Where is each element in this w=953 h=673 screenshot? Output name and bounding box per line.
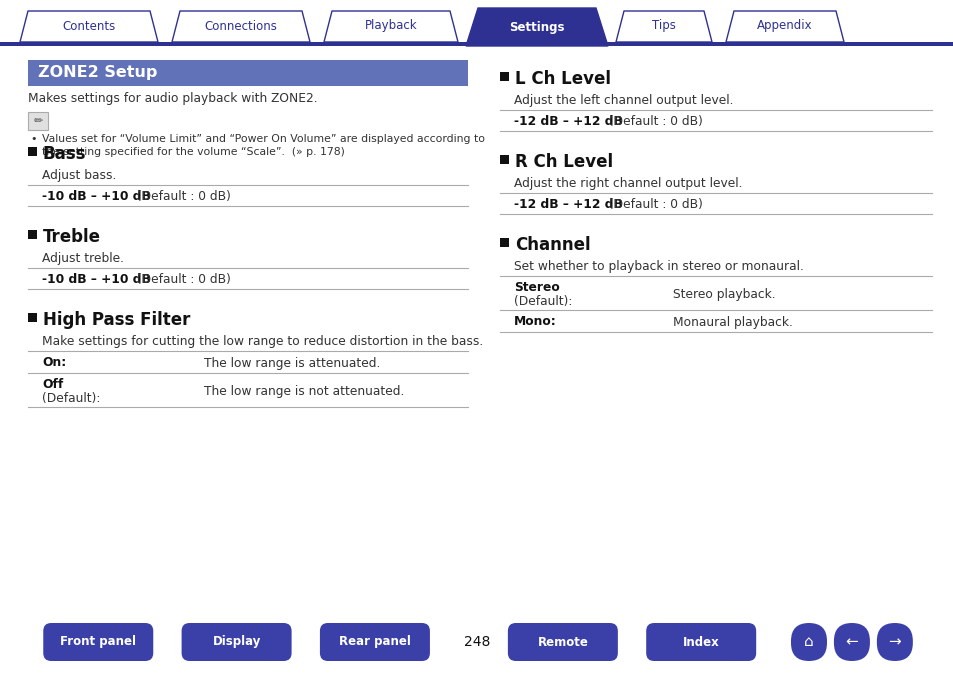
Text: ⌂: ⌂ <box>803 635 813 649</box>
Text: Index: Index <box>682 635 719 649</box>
Polygon shape <box>20 11 158 42</box>
Text: Display: Display <box>213 635 260 649</box>
Bar <box>28 112 48 130</box>
Text: Channel: Channel <box>515 236 590 254</box>
Text: L Ch Level: L Ch Level <box>515 70 610 88</box>
Text: Connections: Connections <box>204 20 277 32</box>
Text: Settings: Settings <box>509 20 564 34</box>
Text: Rear panel: Rear panel <box>338 635 411 649</box>
Bar <box>28 230 37 239</box>
Text: Monaural playback.: Monaural playback. <box>672 316 792 329</box>
Text: Adjust the left channel output level.: Adjust the left channel output level. <box>514 94 733 107</box>
Text: -12 dB – +12 dB: -12 dB – +12 dB <box>514 115 622 128</box>
Text: (Default):: (Default): <box>514 295 572 308</box>
Bar <box>499 72 509 81</box>
Text: Makes settings for audio playback with ZONE2.: Makes settings for audio playback with Z… <box>28 92 317 105</box>
FancyBboxPatch shape <box>833 623 869 661</box>
Text: Remote: Remote <box>537 635 588 649</box>
FancyBboxPatch shape <box>43 623 153 661</box>
Bar <box>499 155 509 164</box>
Text: Set whether to playback in stereo or monaural.: Set whether to playback in stereo or mon… <box>514 260 803 273</box>
Text: Tips: Tips <box>652 20 676 32</box>
Text: Adjust treble.: Adjust treble. <box>42 252 124 265</box>
Polygon shape <box>725 11 843 42</box>
Text: (Default):: (Default): <box>42 392 100 405</box>
Text: Make settings for cutting the low range to reduce distortion in the bass.: Make settings for cutting the low range … <box>42 335 483 348</box>
Text: Adjust the right channel output level.: Adjust the right channel output level. <box>514 177 741 190</box>
Text: Adjust bass.: Adjust bass. <box>42 169 116 182</box>
Text: Bass: Bass <box>43 145 87 163</box>
Text: Appendix: Appendix <box>757 20 812 32</box>
Polygon shape <box>172 11 310 42</box>
Text: Contents: Contents <box>62 20 115 32</box>
Polygon shape <box>616 11 711 42</box>
Text: The low range is attenuated.: The low range is attenuated. <box>204 357 380 370</box>
Polygon shape <box>465 8 607 46</box>
Text: Values set for “Volume Limit” and “Power On Volume” are displayed according to: Values set for “Volume Limit” and “Power… <box>42 134 484 144</box>
Bar <box>28 147 37 156</box>
Text: the setting specified for the volume “Scale”.  (» p. 178): the setting specified for the volume “Sc… <box>42 147 345 157</box>
FancyBboxPatch shape <box>507 623 618 661</box>
Text: Playback: Playback <box>364 20 416 32</box>
Text: On:: On: <box>42 356 66 369</box>
Text: R Ch Level: R Ch Level <box>515 153 613 171</box>
FancyBboxPatch shape <box>790 623 826 661</box>
Text: •: • <box>30 134 36 144</box>
Text: Front panel: Front panel <box>60 635 136 649</box>
Text: →: → <box>887 635 901 649</box>
Text: -10 dB – +10 dB: -10 dB – +10 dB <box>42 190 151 203</box>
Text: (Default : 0 dB): (Default : 0 dB) <box>604 115 702 128</box>
Polygon shape <box>324 11 457 42</box>
FancyBboxPatch shape <box>181 623 292 661</box>
Text: ZONE2 Setup: ZONE2 Setup <box>38 65 157 81</box>
Text: -12 dB – +12 dB: -12 dB – +12 dB <box>514 198 622 211</box>
Text: (Default : 0 dB): (Default : 0 dB) <box>132 190 231 203</box>
FancyBboxPatch shape <box>876 623 912 661</box>
Text: Mono:: Mono: <box>514 315 557 328</box>
Text: 248: 248 <box>463 635 490 649</box>
Text: The low range is not attenuated.: The low range is not attenuated. <box>204 385 404 398</box>
Text: High Pass Filter: High Pass Filter <box>43 311 191 329</box>
Text: Stereo playback.: Stereo playback. <box>672 288 775 301</box>
Bar <box>28 60 468 86</box>
FancyBboxPatch shape <box>645 623 756 661</box>
Text: (Default : 0 dB): (Default : 0 dB) <box>604 198 702 211</box>
Text: Treble: Treble <box>43 228 101 246</box>
Bar <box>28 313 37 322</box>
Text: (Default : 0 dB): (Default : 0 dB) <box>132 273 231 286</box>
Text: ←: ← <box>844 635 858 649</box>
Text: -10 dB – +10 dB: -10 dB – +10 dB <box>42 273 151 286</box>
Text: Off: Off <box>42 378 63 391</box>
FancyBboxPatch shape <box>319 623 430 661</box>
Text: ✏: ✏ <box>33 116 43 126</box>
Bar <box>499 238 509 247</box>
Bar <box>0 42 953 46</box>
Text: Stereo: Stereo <box>514 281 559 294</box>
